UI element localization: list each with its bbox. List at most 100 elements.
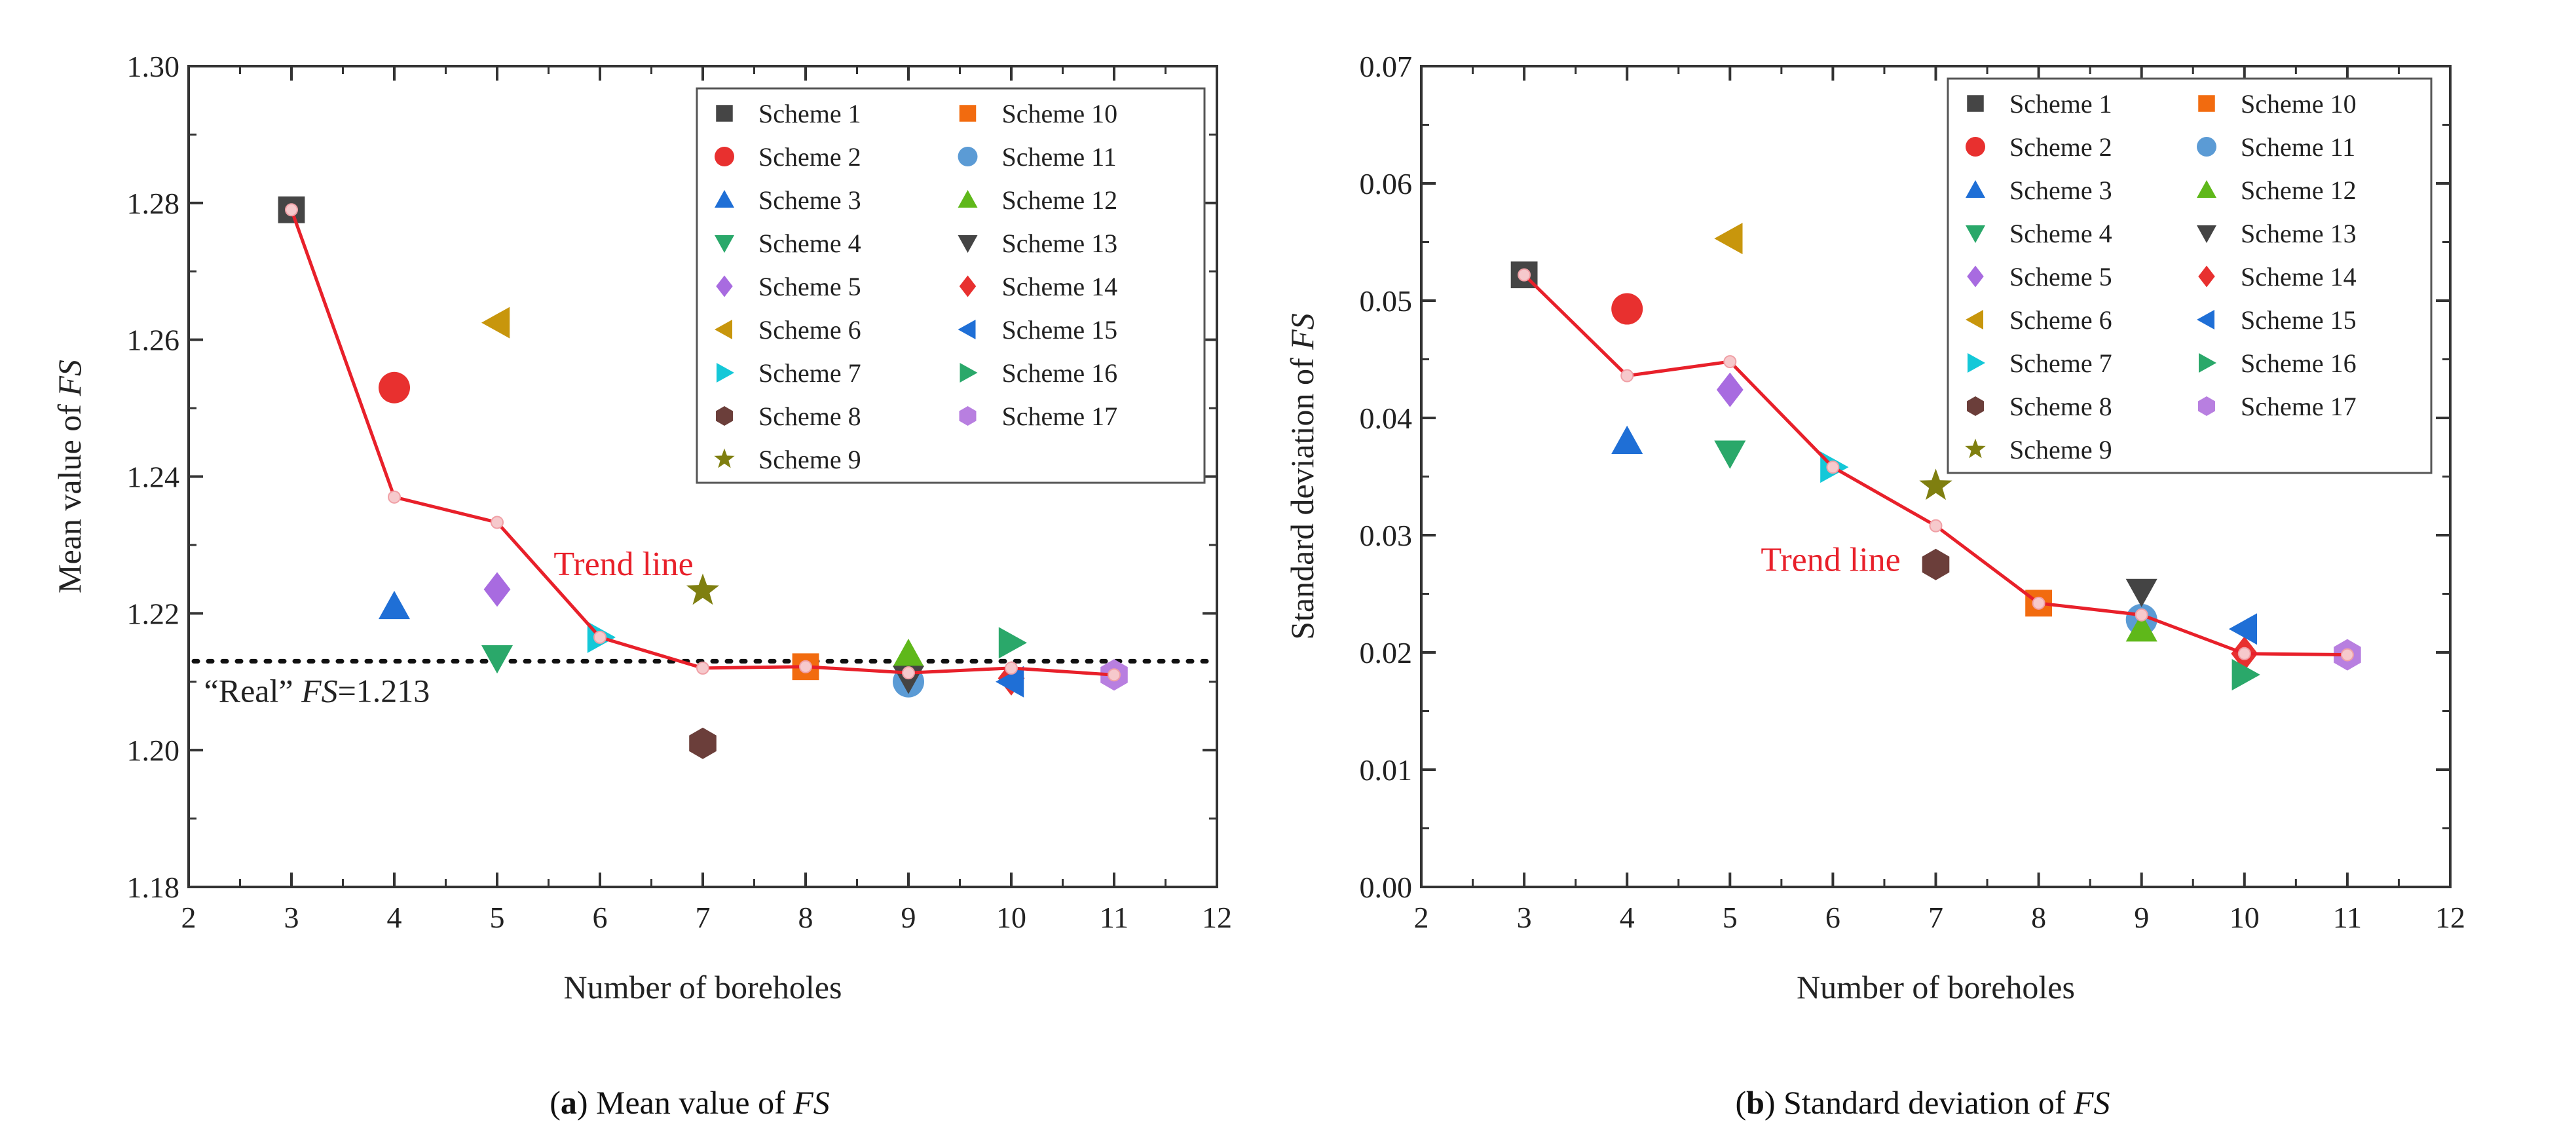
legend-label: Scheme 13 [1002, 229, 1118, 258]
legend-label: Scheme 8 [2009, 392, 2112, 421]
legend-item: Scheme 5 [716, 272, 861, 301]
legend-label: Scheme 14 [1002, 272, 1118, 301]
y-tick-label: 1.24 [127, 461, 180, 494]
trend-point [388, 490, 401, 504]
legend-label: Scheme 4 [2009, 219, 2112, 248]
x-tick-label: 12 [2435, 901, 2465, 934]
data-point-scheme-9 [686, 573, 720, 605]
legend-item: Scheme 2 [715, 142, 861, 172]
legend-item: Scheme 3 [1966, 176, 2112, 205]
y-tick-label: 0.00 [1360, 871, 1413, 904]
trend-point [1826, 461, 1840, 474]
caption-label: a [561, 1084, 577, 1121]
data-point-scheme-2 [1611, 293, 1643, 325]
data-point-scheme-16 [998, 627, 1027, 659]
legend-marker-triangle-right [717, 363, 734, 383]
trend-point [1929, 519, 1943, 533]
y-axis-label: Standard deviation of FS [1284, 313, 1320, 640]
legend-item: Scheme 6 [715, 315, 861, 345]
panel-caption: (a) Mean value of FS [550, 1084, 830, 1121]
legend-label: Scheme 13 [2241, 219, 2357, 248]
real-fs-label-variable: FS [301, 672, 338, 709]
data-point-scheme-13 [2125, 578, 2157, 607]
legend-label: Scheme 8 [758, 402, 861, 431]
x-tick-label: 7 [696, 901, 711, 934]
legend-item: Scheme 15 [958, 315, 1117, 345]
caption-text: ) Standard deviation of [1764, 1084, 2074, 1121]
legend-marker-circle [958, 147, 978, 166]
legend-label: Scheme 7 [758, 358, 861, 388]
data-point-scheme-6 [481, 307, 510, 339]
legend-marker-hexagon [716, 406, 733, 426]
trend-line-label: Trend line [553, 546, 693, 583]
trend-point [2237, 647, 2251, 660]
legend-label: Scheme 1 [2009, 89, 2112, 119]
data-point-scheme-5 [483, 572, 511, 607]
legend-item: Scheme 7 [717, 358, 861, 388]
legend-marker-square [2198, 95, 2215, 112]
y-axis-label-variable: FS [51, 360, 88, 397]
legend-marker-hexagon [2198, 396, 2215, 416]
legend-item: Scheme 14 [959, 272, 1118, 301]
legend-item: Scheme 9 [714, 445, 861, 474]
legend-label: Scheme 6 [2009, 305, 2112, 335]
y-tick-label: 0.07 [1360, 50, 1413, 83]
data-point-scheme-4 [481, 645, 513, 674]
legend-box [696, 87, 1206, 484]
legend-marker-circle [1966, 137, 1985, 157]
trend-point [2135, 608, 2148, 622]
legend-item: Scheme 13 [958, 229, 1118, 258]
legend-label: Scheme 6 [758, 315, 861, 345]
legend-marker-triangle-down [1966, 225, 1985, 243]
trend-point [799, 660, 812, 673]
y-tick-label: 0.03 [1360, 519, 1413, 552]
legend-item: Scheme 1 [1967, 89, 2112, 119]
y-tick-label: 1.22 [127, 597, 180, 630]
data-point-scheme-8 [1922, 548, 1950, 580]
x-tick-label: 7 [1928, 901, 1943, 934]
y-axis-label: Mean value of FS [51, 360, 88, 593]
legend-item: Scheme 8 [716, 402, 861, 431]
x-tick-label: 12 [1202, 901, 1232, 934]
legend-marker-triangle-up [2197, 180, 2216, 198]
legend-item: Scheme 5 [1967, 262, 2112, 291]
caption-variable: FS [793, 1084, 830, 1121]
x-tick-label: 3 [284, 901, 299, 934]
trend-point [1620, 369, 1634, 383]
legend-label: Scheme 9 [2009, 435, 2112, 464]
x-tick-label: 9 [2134, 901, 2149, 934]
x-tick-label: 10 [2230, 901, 2260, 934]
legend-label: Scheme 1 [758, 99, 861, 128]
x-tick-label: 4 [1620, 901, 1635, 934]
legend-marker-circle [2197, 137, 2216, 157]
legend-marker-triangle-right [960, 363, 978, 383]
legend-marker-diamond [716, 275, 733, 297]
legend-label: Scheme 4 [758, 229, 861, 258]
trend-point [2032, 596, 2045, 610]
legend-item: Scheme 12 [2197, 176, 2357, 205]
legend-marker-triangle-left [958, 320, 976, 339]
x-tick-label: 6 [593, 901, 608, 934]
legend-label: Scheme 2 [2009, 132, 2112, 162]
legend-label: Scheme 16 [1002, 358, 1118, 388]
y-tick-label: 0.06 [1360, 167, 1413, 200]
data-markers [278, 196, 1128, 759]
caption-label: b [1746, 1084, 1764, 1121]
y-axis-label-variable: FS [1284, 313, 1320, 350]
legend-marker-hexagon [959, 406, 977, 426]
trend-point [1518, 268, 1531, 282]
legend: Scheme 1 Scheme 2 Scheme 3 Scheme 4 Scheme 5… [1947, 77, 2433, 474]
legend-marker-triangle-left [2197, 310, 2214, 329]
y-tick-label: 1.18 [127, 871, 180, 904]
caption-paren: ( [550, 1084, 561, 1121]
y-tick-label: 0.02 [1360, 636, 1413, 669]
legend-item: Scheme 7 [1968, 348, 2112, 378]
legend-item: Scheme 4 [715, 229, 861, 258]
legend-item: Scheme 9 [1965, 435, 2112, 464]
legend-item: Scheme 6 [1966, 305, 2112, 335]
legend-marker-square [959, 105, 977, 122]
legend-item: Scheme 11 [2197, 132, 2355, 162]
legend-item: Scheme 3 [715, 185, 861, 215]
legend-item: Scheme 11 [958, 142, 1117, 172]
